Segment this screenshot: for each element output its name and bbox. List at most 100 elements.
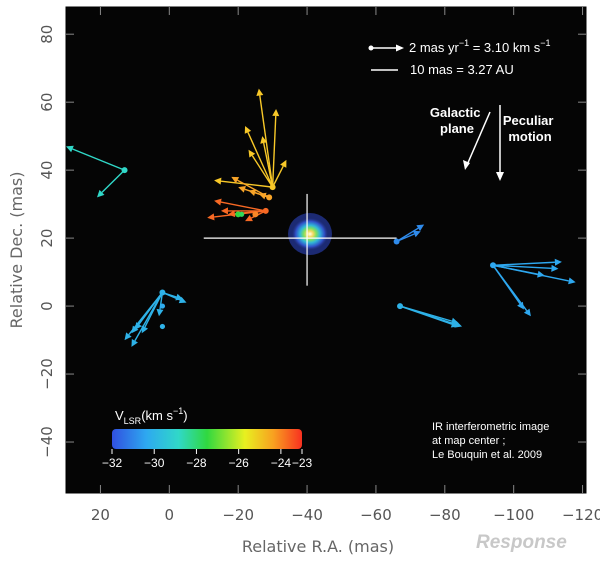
svg-text:2 mas yr−1 = 3.10 km s−1: 2 mas yr−1 = 3.10 km s−1 (409, 38, 551, 55)
maser-arrow-shaft (138, 292, 163, 325)
colorbar: VLSR(km s−1) −32 −30 −28 −26 −24 −23 (102, 406, 313, 470)
maser-arrow-head (416, 224, 425, 232)
scale-line2: 10 mas = 3.27 AU (410, 62, 514, 77)
maser-arrow-head (131, 339, 138, 347)
maser-arrow-shaft (134, 292, 164, 342)
maser-arrow-head (258, 192, 267, 200)
maser-arrow-head (272, 108, 280, 117)
maser-arrow-head (96, 189, 105, 198)
maser-arrow-head (214, 177, 222, 185)
galactic-label-1: Galactic (430, 105, 481, 120)
maser-arrow-head (244, 125, 252, 134)
maser-arrow-head (231, 176, 240, 184)
maser-arrow-head (454, 320, 463, 328)
maser-point (262, 207, 269, 214)
watermark-logo: Response (476, 532, 567, 553)
svg-text:Peculiar motion: Peculiar motion (503, 113, 557, 144)
maser-arrow-head (551, 264, 559, 272)
maser-arrow-shaft (220, 180, 273, 188)
maser-point (397, 303, 404, 310)
colorbar-tick-label: −32 (102, 456, 123, 470)
colorbar-tick-labels: −32 −30 −28 −26 −24 −23 (102, 449, 313, 470)
maser-arrow-head (248, 189, 257, 197)
scale-legend: 2 mas yr−1 = 3.10 km s−1 10 mas = 3.27 A… (368, 38, 551, 77)
crosshair (203, 193, 397, 286)
axis-ticks (66, 7, 586, 493)
y-axis-title: Relative Dec. (mas) (7, 172, 26, 329)
colorbar-tick-label: −30 (144, 456, 165, 470)
svg-text:Galactic plane: Galactic plane (430, 105, 484, 136)
x-tick-label: −120 (562, 506, 600, 524)
peculiar-label-1: Peculiar (503, 113, 554, 128)
maser-point (393, 238, 400, 245)
maser-arrow-head (207, 213, 215, 221)
maser-arrow-shaft (492, 264, 521, 305)
maser-arrow-shaft (271, 115, 277, 188)
peculiar-motion-arrow (496, 105, 504, 181)
ir-caption: IR interferometric image at map center ;… (432, 421, 552, 461)
galactic-label-2: plane (440, 121, 474, 136)
x-tick-label: 0 (165, 506, 175, 524)
maser-arrow-head (134, 322, 142, 330)
maser-arrow-head (517, 301, 525, 310)
maser-arrow-head (66, 145, 74, 153)
x-tick-label: −60 (360, 506, 392, 524)
maser-arrow-head (245, 214, 253, 222)
colorbar-gradient (112, 429, 302, 449)
axis-tick-labels: 20 0 −20 −40 −60 −80 −100 −120 80 60 40 20 0 −20 −40 (38, 25, 600, 524)
y-tick-label: −40 (38, 426, 56, 458)
maser-point (239, 211, 245, 217)
maser-point (159, 289, 166, 296)
colorbar-tick-label: −23 (292, 456, 313, 470)
maser-arrow-head (124, 332, 132, 341)
svg-text:Response: Response (476, 532, 567, 553)
peculiar-label-2: motion (508, 129, 551, 144)
scale-line1-exp: −1 (459, 38, 469, 48)
maser-arrow-shaft (251, 155, 274, 188)
maser-arrow-shaft (101, 169, 126, 193)
x-tick-label: −40 (291, 506, 323, 524)
maser-arrow-shaft (492, 264, 538, 275)
maser-arrow-head (256, 88, 264, 96)
maser-arrow-head (238, 185, 246, 193)
maser-point (121, 167, 128, 174)
colorbar-tick-label: −28 (186, 456, 207, 470)
y-tick-label: 60 (38, 93, 56, 112)
maser-arrow-shaft (399, 305, 456, 325)
colorbar-tick-label: −24 (271, 456, 292, 470)
y-tick-label: 20 (38, 229, 56, 248)
maser-arrow-shaft (162, 291, 181, 301)
maser-arrow-head (568, 277, 576, 285)
maser-points (121, 167, 497, 330)
x-tick-label: −80 (429, 506, 461, 524)
maser-arrow-head (220, 207, 228, 215)
maser-arrow-head (141, 325, 149, 334)
galactic-plane-arrow (463, 111, 491, 170)
maser-arrow-shaft (262, 142, 274, 188)
maser-arrow-head (156, 308, 164, 317)
colorbar-label: VLSR(km s−1) (115, 406, 188, 426)
maser-arrow-head (248, 149, 256, 158)
maser-arrow-head (523, 308, 531, 317)
maser-arrow-shaft (492, 261, 555, 266)
maser-arrow-head (214, 198, 222, 206)
x-tick-label: −20 (222, 506, 254, 524)
maser-arrow-head (260, 136, 268, 144)
scale-line1-b: = 3.10 km s (469, 40, 541, 55)
maser-arrow-head (537, 270, 545, 278)
maser-arrow-head (554, 258, 562, 266)
y-tick-label: 0 (38, 301, 56, 311)
y-tick-label: −20 (38, 358, 56, 390)
maser-point (159, 303, 166, 309)
ir-image-center (288, 213, 332, 255)
maser-arrows (66, 88, 576, 347)
scale-line1-exp2: −1 (540, 38, 550, 48)
maser-arrow-shaft (72, 148, 125, 171)
maser-arrow-head (227, 210, 236, 218)
colorbar-tick-label: −26 (228, 456, 249, 470)
plot-area (65, 6, 587, 494)
maser-arrow-head (412, 230, 421, 238)
maser-arrow-shaft (396, 227, 419, 243)
maser-arrow-head (131, 325, 139, 334)
